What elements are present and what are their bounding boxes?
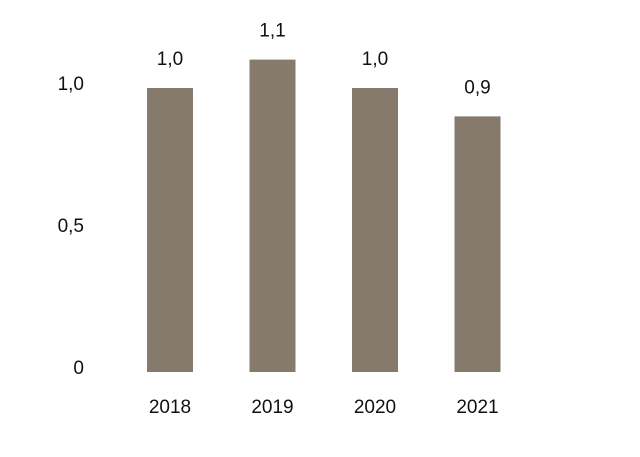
bar-2019 (249, 59, 296, 372)
data-labels: 1,0 1,1 1,0 0,9 (157, 21, 491, 99)
data-label-2018: 1,0 (157, 49, 183, 70)
x-tick-label-2018: 2018 (149, 397, 191, 418)
x-axis-labels: 2018 2019 2020 2021 (149, 397, 499, 418)
bar-2021 (454, 116, 501, 373)
y-tick-label: 0,5 (58, 216, 84, 237)
x-tick-label-2019: 2019 (251, 397, 293, 418)
bar-2020 (352, 88, 398, 372)
data-label-2021: 0,9 (464, 77, 490, 98)
x-tick-label-2020: 2020 (354, 397, 396, 418)
y-axis-ticks: 0 0,5 1,0 (58, 74, 84, 379)
bar-2018 (147, 88, 193, 372)
data-label-2020: 1,0 (362, 49, 388, 70)
data-label-2019: 1,1 (259, 21, 285, 42)
x-tick-label-2021: 2021 (456, 397, 498, 418)
y-tick-label: 0 (73, 358, 84, 379)
bars (147, 59, 501, 373)
y-tick-label: 1,0 (58, 74, 84, 95)
